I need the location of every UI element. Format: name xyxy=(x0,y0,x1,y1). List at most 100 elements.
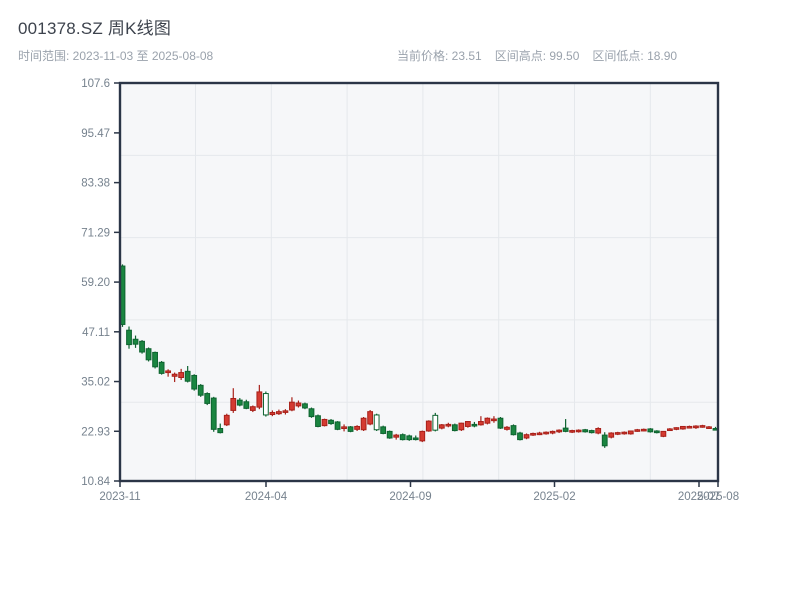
y-tick-label: 59.20 xyxy=(81,277,110,289)
candle-body xyxy=(517,432,523,441)
candle-body xyxy=(471,423,478,427)
candle-body xyxy=(158,361,165,374)
candle-body xyxy=(693,425,699,429)
candle-body xyxy=(640,428,647,432)
x-tick-label: 2025-08 xyxy=(697,491,739,503)
candle-body xyxy=(282,410,289,413)
candle-body xyxy=(706,426,712,429)
candle-body xyxy=(262,393,269,416)
y-tick-label: 83.38 xyxy=(81,178,110,190)
x-tick-label: 2025-02 xyxy=(533,491,575,503)
candle-body xyxy=(406,435,413,441)
x-tick-label: 2025-07 xyxy=(678,491,720,503)
candle-body xyxy=(601,434,608,447)
candle-body xyxy=(399,434,406,441)
y-tick-label: 47.11 xyxy=(82,327,110,339)
candle-body xyxy=(367,411,374,425)
candle-body xyxy=(647,428,654,433)
y-tick-label: 10.84 xyxy=(81,476,110,488)
date-range-label: 时间范围: 2023-11-03 至 2025-08-08 xyxy=(18,49,214,63)
candle-body xyxy=(445,423,452,427)
candle-body xyxy=(373,414,380,431)
candle-body xyxy=(275,411,282,415)
candle-body xyxy=(380,426,387,434)
page-title: 001378.SZ 周K线图 xyxy=(18,19,172,38)
price-info-row: 当前价格: 23.51 区间高点: 99.50 区间低点: 18.90 xyxy=(397,47,677,64)
candle-body xyxy=(438,424,445,429)
candle-body xyxy=(132,338,139,345)
candle-body xyxy=(243,401,250,409)
candle-body xyxy=(341,426,347,430)
y-tick-label: 95.47 xyxy=(81,128,110,140)
candle-body xyxy=(523,434,530,439)
y-tick-label: 22.93 xyxy=(81,426,110,438)
candle-body xyxy=(425,420,432,432)
y-tick-label: 107.6 xyxy=(81,78,110,90)
candle-body xyxy=(543,431,549,435)
candle-body xyxy=(145,348,152,361)
candle-body xyxy=(588,430,595,434)
candle-body xyxy=(191,374,198,390)
candle-body xyxy=(412,437,419,441)
candle-body xyxy=(497,417,504,429)
candle-body xyxy=(393,434,400,438)
candle-body xyxy=(302,403,308,409)
candle-body xyxy=(491,418,497,422)
candle-body xyxy=(165,370,172,374)
candle-body xyxy=(315,415,321,427)
candle-body xyxy=(171,373,178,377)
candle-body xyxy=(464,421,471,427)
candle-body xyxy=(627,430,634,435)
candle-body xyxy=(321,418,328,427)
candle-body xyxy=(223,414,230,426)
candle-body xyxy=(328,419,334,425)
y-tick-label: 71.29 xyxy=(81,227,110,239)
candle-body xyxy=(673,427,680,430)
candle-body xyxy=(530,432,536,436)
candle-body xyxy=(210,397,217,430)
candle-body xyxy=(236,399,243,406)
candle-body xyxy=(126,329,132,346)
candle-body xyxy=(184,370,191,382)
candle-body xyxy=(614,432,621,435)
candle-body xyxy=(360,417,367,431)
candle-body xyxy=(666,428,673,432)
candle-body xyxy=(347,426,354,432)
candle-body xyxy=(634,429,641,432)
candle-body xyxy=(680,425,686,430)
range-high-label: 区间高点: 99.50 xyxy=(494,49,580,63)
candle-body xyxy=(451,424,458,432)
candle-body xyxy=(308,408,315,418)
candle-body xyxy=(419,430,426,442)
candle-body xyxy=(478,421,484,426)
x-tick-label: 2023-11 xyxy=(99,491,140,503)
candle-body xyxy=(334,421,341,430)
candle-body xyxy=(562,427,569,432)
candle-body xyxy=(197,384,204,396)
candle-body xyxy=(686,425,693,429)
candle-body xyxy=(256,391,263,408)
candle-body xyxy=(582,429,589,433)
x-tick-label: 2024-04 xyxy=(245,491,288,503)
candle-body xyxy=(621,431,628,435)
candle-body xyxy=(458,422,465,431)
candle-body xyxy=(699,425,706,428)
candle-body xyxy=(178,372,185,379)
plot-background xyxy=(120,83,718,481)
candle-body xyxy=(556,429,563,433)
candle-body xyxy=(608,432,615,438)
candle-body xyxy=(510,425,517,436)
candle-body xyxy=(484,417,491,424)
candle-body xyxy=(354,425,360,430)
candle-body xyxy=(204,393,211,404)
y-tick-label: 35.02 xyxy=(81,377,110,389)
candle-body xyxy=(139,340,145,353)
candle-body xyxy=(269,411,276,416)
candle-body xyxy=(575,429,582,433)
candle-body xyxy=(289,401,295,411)
candle-body xyxy=(504,426,510,430)
candle-body xyxy=(595,428,602,434)
candle-body xyxy=(660,430,667,437)
